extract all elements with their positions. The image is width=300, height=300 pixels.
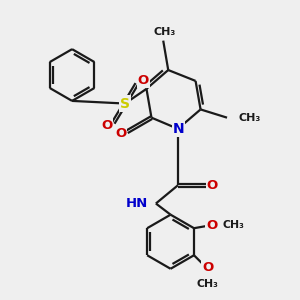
Text: CH₃: CH₃: [238, 113, 260, 123]
Text: O: O: [138, 74, 149, 87]
Text: O: O: [202, 261, 213, 274]
Text: O: O: [206, 219, 217, 232]
Text: O: O: [115, 127, 126, 140]
Text: O: O: [207, 179, 218, 192]
Text: S: S: [120, 97, 130, 110]
Text: CH₃: CH₃: [154, 27, 176, 37]
Text: CH₃: CH₃: [223, 220, 244, 230]
Text: O: O: [101, 119, 112, 132]
Text: N: N: [173, 122, 184, 136]
Text: CH₃: CH₃: [197, 279, 219, 289]
Text: HN: HN: [125, 197, 148, 210]
